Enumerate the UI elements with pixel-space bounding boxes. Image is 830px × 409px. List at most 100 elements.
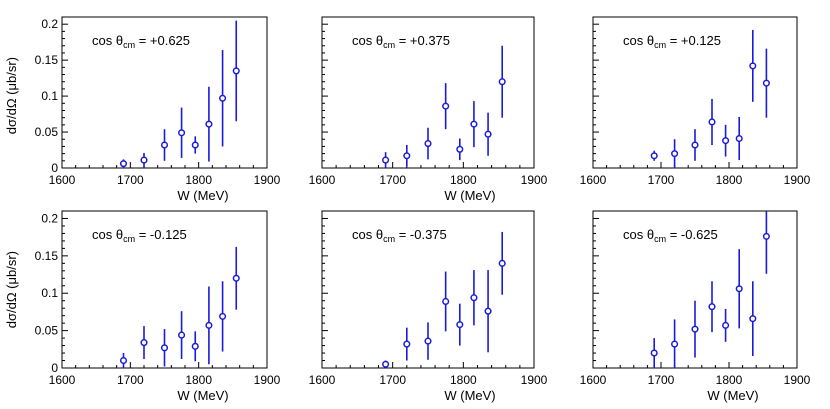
- panel-label-prefix: cos θ: [352, 33, 383, 48]
- data-point: [160, 141, 169, 149]
- panel-label-prefix: cos θ: [92, 33, 123, 48]
- x-tick-label: 1700: [117, 173, 144, 187]
- data-point: [484, 130, 492, 138]
- x-tick-label: 1800: [450, 173, 477, 187]
- y-tick-label: 0.15: [35, 53, 59, 67]
- panel-label-subscript: cm: [123, 40, 135, 50]
- data-point: [749, 62, 757, 70]
- panel-label-prefix: cos θ: [623, 33, 654, 48]
- data-point: [140, 156, 148, 164]
- data-point: [178, 331, 186, 339]
- panel-label: cos θcm = -0.125: [92, 227, 187, 244]
- data-point: [191, 342, 199, 350]
- panel-6: 1600 1700 1800 1900 W (MeV) cos θcm = -0.625: [580, 210, 811, 403]
- data-point: [671, 150, 679, 158]
- x-tick-label: 1900: [521, 173, 548, 187]
- data-point: [749, 315, 757, 323]
- data-point: [178, 129, 186, 137]
- x-tick-label: 1800: [450, 373, 477, 387]
- panel-label: cos θcm = +0.625: [92, 33, 190, 50]
- panel-3: 1600 1700 1800 1900 cos θcm = +0.125: [580, 16, 811, 187]
- y-tick-label: 0.2: [41, 17, 58, 31]
- plot-frame: [61, 16, 268, 169]
- data-point: [424, 337, 432, 345]
- data-point: [382, 360, 390, 368]
- x-tick-label: 1800: [716, 373, 743, 387]
- y-tick-label: 0: [51, 161, 58, 175]
- x-tick-label: 1900: [254, 173, 281, 187]
- data-point: [403, 340, 411, 348]
- y-tick-label: 0: [51, 361, 58, 375]
- data-point: [219, 312, 227, 320]
- x-tick-label: 1800: [185, 173, 212, 187]
- panel-label-value: = +0.625: [135, 33, 190, 48]
- x-tick-label: 1900: [521, 373, 548, 387]
- data-point: [650, 349, 658, 357]
- panel-2: 1600 1700 1800 1900 W (MeV) cos θcm = +0.375: [309, 16, 548, 203]
- x-tick-label: 1700: [648, 173, 675, 187]
- data-point: [205, 120, 213, 128]
- data-point: [722, 137, 730, 145]
- x-tick-label: 1900: [254, 373, 281, 387]
- data-point: [708, 118, 716, 126]
- panel-label-prefix: cos θ: [623, 227, 654, 242]
- data-point: [484, 307, 492, 315]
- panel-label-value: = -0.625: [666, 227, 718, 242]
- x-tick-label: 1800: [185, 373, 212, 387]
- data-point: [456, 145, 464, 153]
- x-tick-label: 1700: [648, 373, 675, 387]
- x-tick-label: 1800: [716, 173, 743, 187]
- data-point: [708, 303, 716, 311]
- y-tick-label: 0.2: [41, 211, 58, 225]
- x-axis-title: W (MeV): [177, 188, 228, 203]
- y-tick-label: 0.05: [35, 324, 59, 338]
- data-point: [470, 294, 478, 302]
- data-point: [119, 356, 128, 365]
- data-point: [722, 321, 730, 329]
- x-axis-title: W (MeV): [444, 388, 495, 403]
- panel-5: 1600 1700 1800 1900 W (MeV) cos θcm = -0.375: [309, 210, 548, 403]
- data-point: [735, 134, 743, 143]
- data-point: [691, 141, 699, 149]
- data-point: [205, 321, 213, 329]
- data-point: [403, 152, 411, 160]
- x-axis-title: W (MeV): [177, 388, 228, 403]
- data-point: [456, 321, 464, 329]
- data-point: [160, 344, 169, 352]
- data-point: [498, 78, 506, 86]
- x-axis-title: W (MeV): [444, 188, 495, 203]
- x-tick-label: 1900: [784, 173, 811, 187]
- panel-label-prefix: cos θ: [92, 227, 123, 242]
- y-tick-label: 0.15: [35, 249, 59, 263]
- data-point: [382, 156, 390, 164]
- x-tick-label: 1600: [49, 373, 76, 387]
- data-point: [191, 141, 199, 149]
- x-tick-label: 1600: [309, 173, 336, 187]
- panel-label-subscript: cm: [654, 234, 666, 244]
- panel-label: cos θcm = +0.375: [352, 33, 450, 50]
- data-point: [498, 259, 506, 267]
- y-axis-title: dσ/dΩ (μb/sr): [4, 57, 19, 134]
- panel-1: 1600 1700 1800 1900 0 0.05 0.1 0.15 0.2 W (MeV) dσ…: [4, 16, 281, 203]
- y-tick-label: 0.1: [41, 89, 58, 103]
- panel-label-value: = -0.375: [395, 227, 447, 242]
- data-point: [671, 340, 679, 348]
- data-point: [232, 274, 240, 282]
- panel-label-subscript: cm: [383, 234, 395, 244]
- panel-label-subscript: cm: [123, 234, 135, 244]
- x-tick-label: 1700: [117, 373, 144, 387]
- x-tick-label: 1700: [379, 373, 406, 387]
- plot-frame: [321, 16, 535, 169]
- data-point: [119, 160, 128, 168]
- data-point: [650, 152, 658, 160]
- data-point: [735, 285, 743, 293]
- panel-label-subscript: cm: [654, 40, 666, 50]
- x-tick-label: 1700: [379, 173, 406, 187]
- plot-frame: [592, 16, 798, 169]
- y-tick-label: 0.1: [41, 286, 58, 300]
- data-point: [762, 79, 770, 87]
- data-point: [442, 297, 450, 306]
- x-tick-label: 1600: [580, 173, 607, 187]
- plot-frame: [321, 210, 535, 369]
